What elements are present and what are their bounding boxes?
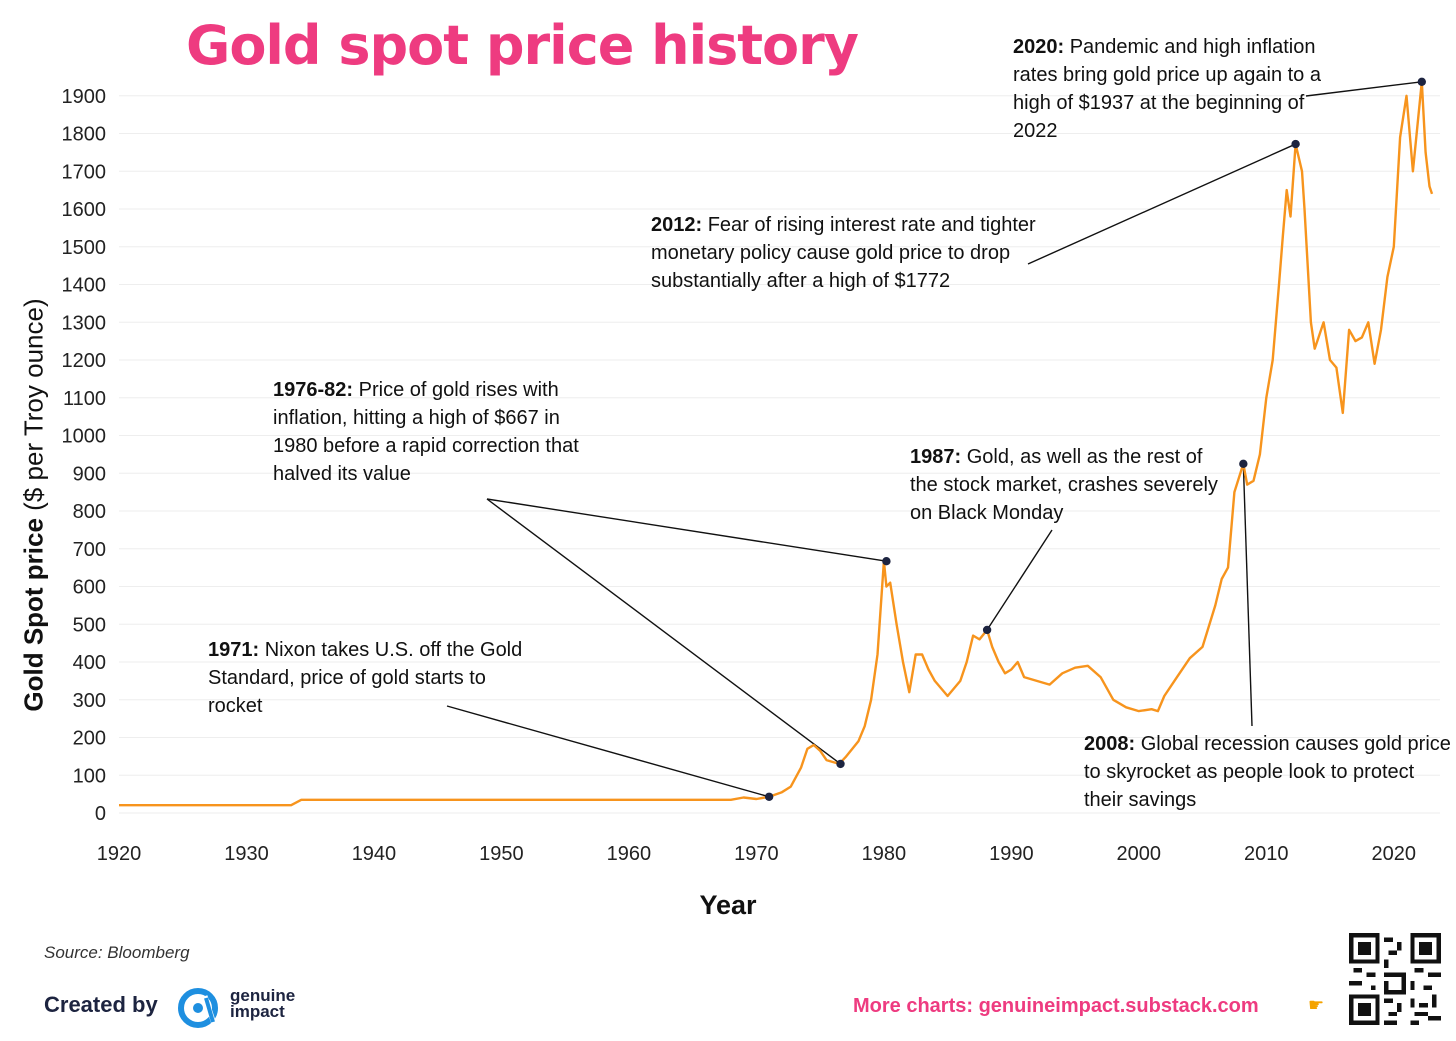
x-tick-label: 1950	[479, 843, 524, 865]
y-tick-label: 1700	[62, 161, 107, 183]
annotation-1976-82: 1976-82: Price of gold rises with inflat…	[273, 376, 603, 488]
y-tick-label: 100	[73, 765, 106, 787]
leader-line-1980	[486, 498, 887, 562]
x-tick-label: 1930	[224, 843, 269, 865]
highlight-marker-1971	[764, 792, 774, 801]
leader-line-2008	[1242, 463, 1253, 727]
x-tick-label: 1920	[97, 843, 142, 865]
leader-line-2022	[1305, 81, 1422, 97]
brand-name-line2: impact	[230, 1002, 285, 1021]
highlight-marker-2008	[1239, 459, 1248, 469]
highlight-marker-2022	[1417, 77, 1427, 86]
x-axis-ticks: 1920 1930 1940 1950 1960 1970 1980 1990 2000 2010…	[97, 843, 1416, 865]
x-tick-label: 2020	[1372, 843, 1417, 865]
annotation-1987: 1987: Gold, as well as the rest of the s…	[910, 443, 1225, 527]
annotation-1987-year: 1987:	[910, 446, 962, 468]
chart-title: Gold spot price history	[186, 14, 859, 77]
leader-line-1976-82	[486, 498, 841, 765]
x-tick-label: 1980	[862, 843, 907, 865]
qr-code-icon[interactable]	[1349, 933, 1441, 1025]
x-tick-label: 2010	[1244, 843, 1289, 865]
annotation-2012: 2012: Fear of rising interest rate and t…	[651, 211, 1036, 295]
highlight-marker-1987	[982, 625, 992, 635]
y-tick-label: 300	[73, 690, 106, 712]
y-tick-label: 800	[73, 501, 106, 523]
genuine-impact-logo-icon	[178, 988, 218, 1028]
y-tick-label: 1900	[62, 86, 107, 108]
y-tick-label: 1600	[62, 199, 107, 221]
x-tick-label: 2000	[1117, 843, 1162, 865]
x-axis-label: Year	[699, 890, 757, 920]
y-tick-label: 1100	[63, 388, 106, 410]
y-tick-label: 1000	[62, 426, 107, 448]
annotation-leader-lines	[446, 81, 1422, 798]
y-tick-label: 1500	[62, 237, 107, 259]
annotation-1976-82-text: Price of gold rises with inflation, hitt…	[273, 379, 579, 485]
y-axis-label-main: Gold Spot price	[18, 518, 49, 712]
annotation-2008-year: 2008:	[1084, 733, 1136, 755]
y-axis-label-unit: ($ per Troy ounce)	[18, 298, 49, 519]
annotation-2012-year: 2012:	[651, 214, 703, 236]
y-tick-label: 1400	[62, 275, 107, 297]
annotation-2008-text: Global recession causes gold price to sk…	[1084, 733, 1451, 811]
highlight-marker-1980	[882, 557, 891, 566]
y-axis-ticks: 0 100 200 300 400 500 600 700 800 900 1000 1100 1200…	[62, 86, 107, 825]
y-tick-label: 1300	[62, 312, 107, 334]
x-tick-label: 1990	[989, 843, 1034, 865]
brand-name-line1: genuine	[230, 986, 296, 1005]
y-tick-label: 1800	[62, 124, 107, 146]
annotation-1987-text: Gold, as well as the rest of the stock m…	[910, 446, 1218, 524]
annotation-1976-82-year: 1976-82:	[273, 379, 354, 401]
annotation-2012-text: Fear of rising interest rate and tighter…	[651, 214, 1036, 292]
y-tick-label: 600	[73, 577, 106, 599]
highlight-marker-2012	[1291, 139, 1300, 149]
brand-name: genuine impact	[230, 986, 296, 1021]
y-tick-label: 500	[73, 614, 106, 636]
highlight-marker-1976-82	[836, 759, 845, 769]
leader-line-1971	[446, 705, 770, 798]
y-tick-label: 400	[73, 652, 106, 674]
grid-lines	[119, 95, 1440, 814]
y-axis-label: Gold Spot price ($ per Troy ounce)	[19, 298, 50, 711]
created-by-label: Created by	[44, 992, 158, 1017]
annotation-2020-text: Pandemic and high inflation rates bring …	[1013, 36, 1321, 142]
x-tick-label: 1940	[352, 843, 397, 865]
leader-line-2012	[1027, 143, 1296, 265]
annotation-1971-year: 1971:	[208, 639, 260, 661]
x-tick-label: 1970	[734, 843, 779, 865]
y-tick-label: 200	[73, 728, 106, 750]
x-tick-label: 1960	[607, 843, 652, 865]
y-tick-label: 700	[73, 539, 106, 561]
annotation-2008: 2008: Global recession causes gold price…	[1084, 730, 1454, 814]
annotation-2020: 2020: Pandemic and high inflation rates …	[1013, 33, 1338, 145]
more-charts-link[interactable]: More charts: genuineimpact.substack.com	[853, 995, 1259, 1017]
annotation-2020-year: 2020:	[1013, 36, 1065, 58]
highlight-markers	[764, 77, 1427, 801]
source-note: Source: Bloomberg	[44, 943, 190, 962]
y-tick-label: 900	[73, 463, 106, 485]
annotation-1971: 1971: Nixon takes U.S. off the Gold Stan…	[208, 636, 528, 720]
annotation-1971-text: Nixon takes U.S. off the Gold Standard, …	[208, 639, 523, 717]
y-tick-label: 1200	[62, 350, 107, 372]
leader-line-1987	[986, 529, 1053, 631]
series-line-gold-price	[119, 80, 1434, 807]
y-tick-label: 0	[95, 803, 106, 825]
pointing-hand-icon: ☛	[1308, 995, 1325, 1015]
